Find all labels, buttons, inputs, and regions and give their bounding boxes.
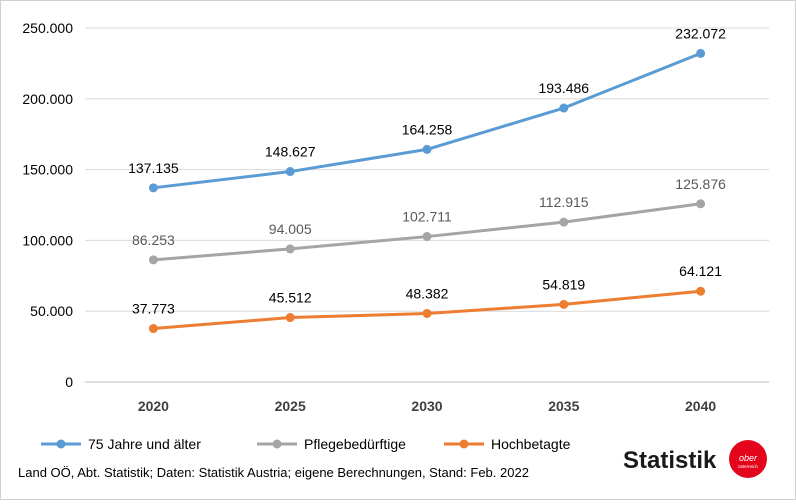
x-axis-ticks: 2020 2025 2030 2035 2040 bbox=[138, 398, 717, 414]
data-label: 102.711 bbox=[402, 209, 452, 225]
data-point bbox=[422, 308, 432, 318]
data-point bbox=[559, 299, 569, 309]
y-tick-label: 150.000 bbox=[22, 162, 73, 178]
data-label: 232.072 bbox=[675, 25, 726, 41]
data-label: 125.876 bbox=[675, 176, 726, 192]
data-point bbox=[422, 232, 432, 242]
data-label: 45.512 bbox=[269, 290, 312, 306]
y-tick-label: 200.000 bbox=[22, 91, 73, 107]
gridlines bbox=[85, 27, 769, 383]
logo-circle-icon bbox=[729, 440, 767, 478]
x-tick-label: 2020 bbox=[138, 398, 169, 414]
data-point bbox=[148, 255, 158, 265]
source-note: Land OÖ, Abt. Statistik; Daten: Statisti… bbox=[18, 465, 529, 480]
legend-marker bbox=[272, 439, 282, 449]
data-label: 37.773 bbox=[132, 301, 175, 317]
data-point bbox=[285, 244, 295, 254]
data-label: 94.005 bbox=[269, 221, 312, 237]
y-tick-label: 50.000 bbox=[30, 303, 73, 319]
y-tick-label: 250.000 bbox=[22, 20, 73, 36]
legend-item-2: Hochbetagte bbox=[444, 436, 571, 452]
data-point bbox=[696, 286, 706, 296]
data-label: 54.819 bbox=[542, 276, 585, 292]
legend: 75 Jahre und älter Pflegebedürftige Hochbe… bbox=[41, 436, 571, 452]
y-tick-label: 100.000 bbox=[22, 232, 73, 248]
data-label: 112.915 bbox=[539, 194, 589, 210]
legend-item-0: 75 Jahre und älter bbox=[41, 436, 201, 452]
data-label: 86.253 bbox=[132, 232, 175, 248]
data-point bbox=[148, 324, 158, 334]
data-point bbox=[696, 199, 706, 209]
legend-marker bbox=[459, 439, 469, 449]
legend-label: 75 Jahre und älter bbox=[88, 436, 201, 452]
data-point bbox=[285, 167, 295, 177]
data-point bbox=[559, 217, 569, 227]
x-tick-label: 2030 bbox=[411, 398, 442, 414]
brand-logo: Statistik ober österreich bbox=[623, 440, 767, 478]
data-label: 164.258 bbox=[402, 121, 453, 137]
data-labels: 137.135 148.627 164.258 193.486 232.072 86.25… bbox=[128, 25, 726, 316]
x-tick-label: 2040 bbox=[685, 398, 716, 414]
data-label: 137.135 bbox=[128, 160, 179, 176]
x-tick-label: 2025 bbox=[275, 398, 306, 414]
x-tick-label: 2035 bbox=[548, 398, 579, 414]
data-point bbox=[696, 48, 706, 58]
logo-subtext: österreich bbox=[738, 464, 758, 469]
y-tick-label: 0 bbox=[65, 374, 73, 390]
logo-text: ober bbox=[739, 453, 758, 463]
legend-item-1: Pflegebedürftige bbox=[257, 436, 406, 452]
data-label: 193.486 bbox=[538, 80, 589, 96]
data-point bbox=[285, 313, 295, 323]
data-point bbox=[422, 144, 432, 154]
series-lines bbox=[148, 48, 706, 334]
data-label: 48.382 bbox=[406, 285, 449, 301]
data-label: 64.121 bbox=[679, 263, 722, 279]
legend-label: Pflegebedürftige bbox=[304, 436, 406, 452]
data-point bbox=[148, 183, 158, 193]
brand-wordmark: Statistik bbox=[623, 447, 717, 474]
legend-label: Hochbetagte bbox=[491, 436, 571, 452]
data-point bbox=[559, 103, 569, 113]
data-label: 148.627 bbox=[265, 144, 316, 160]
legend-marker bbox=[56, 439, 66, 449]
y-axis-ticks: 0 50.000 100.000 150.000 200.000 250.000 bbox=[22, 20, 73, 390]
